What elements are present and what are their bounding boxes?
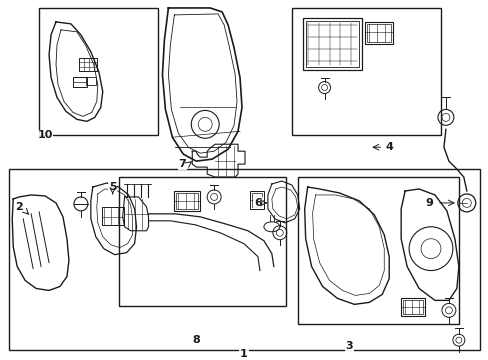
Text: 6: 6 <box>253 198 262 208</box>
Bar <box>305 21 359 67</box>
Bar <box>366 24 390 42</box>
Bar <box>400 298 424 316</box>
Bar <box>119 177 285 306</box>
Text: 9: 9 <box>424 198 432 208</box>
Bar <box>102 207 123 225</box>
Bar <box>402 300 422 314</box>
Bar <box>79 58 97 71</box>
Bar <box>9 169 479 350</box>
Bar <box>86 77 96 85</box>
Bar <box>73 77 87 86</box>
Text: 4: 4 <box>385 142 392 152</box>
Text: 2: 2 <box>15 202 23 212</box>
Text: 7: 7 <box>178 159 186 169</box>
Text: 8: 8 <box>192 335 200 345</box>
Bar <box>365 22 392 44</box>
Bar <box>251 193 262 207</box>
Text: 1: 1 <box>240 349 247 359</box>
Bar <box>174 191 200 211</box>
Text: 5: 5 <box>109 182 116 192</box>
Bar <box>39 8 158 135</box>
Bar <box>297 177 458 324</box>
Bar <box>291 8 440 135</box>
Text: 10: 10 <box>37 130 53 140</box>
Bar <box>176 193 198 209</box>
Bar <box>302 18 362 69</box>
Bar <box>249 191 264 209</box>
Text: 3: 3 <box>345 341 352 351</box>
